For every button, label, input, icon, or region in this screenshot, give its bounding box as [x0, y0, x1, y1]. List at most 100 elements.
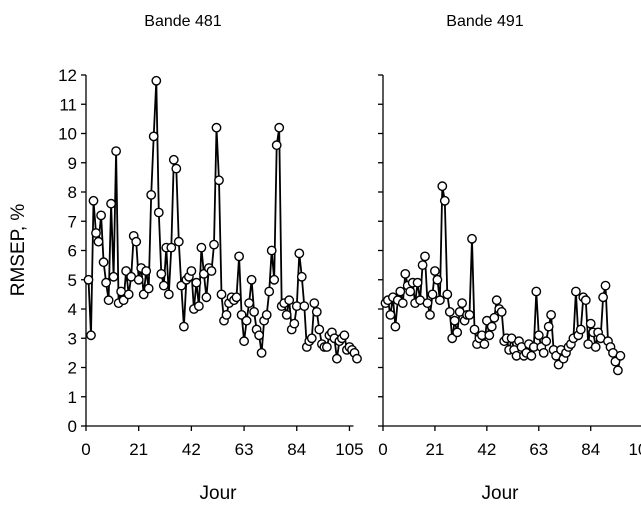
- data-point: [531, 286, 542, 297]
- data-point: [444, 306, 455, 317]
- data-point: [400, 268, 411, 279]
- data-point: [244, 298, 255, 308]
- data-point: [123, 289, 134, 300]
- chart-panel-bande-491: Bande 491 Jour 0 21 42 63 84 105: [378, 13, 641, 504]
- data-point: [151, 75, 162, 86]
- x-axis-title: Jour: [482, 483, 520, 504]
- data-point: [216, 289, 227, 300]
- data-point: [331, 353, 342, 364]
- x-tick-label: 0: [81, 440, 90, 459]
- data-point: [491, 295, 502, 306]
- data-point: [239, 336, 250, 347]
- data-point: [264, 286, 275, 297]
- data-point: [390, 321, 401, 332]
- data-point: [249, 306, 260, 317]
- data-point: [103, 295, 114, 306]
- data-point: [434, 295, 445, 306]
- data-point: [201, 292, 212, 303]
- y-tick-label: 7: [68, 212, 77, 231]
- data-point: [449, 315, 460, 326]
- data-point: [422, 298, 433, 308]
- data-point: [284, 295, 295, 306]
- data-point: [427, 289, 438, 300]
- data-point: [541, 336, 552, 347]
- data-point: [598, 292, 608, 303]
- data-point: [234, 251, 245, 262]
- data-point: [266, 245, 277, 256]
- x-tick-label: 63: [529, 440, 548, 459]
- data-point: [158, 280, 169, 291]
- x-tick-label: 21: [129, 440, 148, 459]
- data-point: [543, 321, 554, 332]
- data-point: [166, 242, 177, 253]
- data-point: [241, 315, 252, 326]
- panel-title: Bande 491: [446, 13, 524, 30]
- x-tick-label: 0: [378, 440, 387, 459]
- data-point: [417, 260, 428, 270]
- data-point: [131, 236, 142, 247]
- data-point: [106, 198, 117, 209]
- data-point: [168, 154, 179, 165]
- data-point: [206, 266, 217, 276]
- data-point: [246, 274, 257, 285]
- data-point: [425, 309, 435, 320]
- data-point: [178, 321, 189, 332]
- data-point: [613, 365, 623, 376]
- data-point: [306, 333, 317, 344]
- y-tick-label: 6: [68, 242, 77, 261]
- data-point: [397, 298, 408, 308]
- data-point: [254, 330, 265, 341]
- y-tick-label: 3: [68, 329, 77, 348]
- x-tick-label: 105: [335, 440, 363, 459]
- chart-panel-bande-481: Bande 481 RMSEP, % Jour 0123456789101112…: [8, 13, 364, 504]
- data-point: [193, 301, 204, 311]
- data-point: [546, 309, 556, 320]
- data-point: [314, 324, 325, 335]
- data-point: [489, 312, 500, 323]
- x-tick-label: 84: [581, 440, 600, 459]
- data-point: [269, 274, 280, 285]
- data-point: [148, 131, 159, 142]
- data-point: [437, 181, 448, 192]
- data-point: [469, 324, 480, 335]
- x-tick-label: 105: [628, 440, 641, 459]
- data-point: [385, 309, 396, 320]
- y-tick-label: 12: [58, 66, 77, 85]
- data-point: [299, 301, 310, 311]
- y-tick-label: 0: [68, 417, 77, 436]
- data-point: [309, 298, 320, 308]
- data-point: [575, 324, 586, 335]
- data-point: [91, 228, 101, 238]
- data-point: [590, 342, 601, 352]
- data-point: [496, 306, 507, 317]
- data-point: [93, 236, 104, 247]
- data-point: [420, 251, 430, 262]
- data-point: [533, 330, 544, 341]
- data-point: [209, 239, 219, 250]
- data-point: [196, 242, 207, 253]
- data-point: [221, 309, 232, 320]
- data-point: [600, 280, 611, 291]
- data-point: [321, 342, 332, 352]
- y-tick-label: 2: [68, 359, 77, 378]
- data-point: [486, 321, 497, 332]
- data-point: [96, 210, 107, 221]
- y-tick-label: 11: [59, 95, 77, 114]
- x-tick-label: 42: [477, 440, 496, 459]
- data-point: [111, 146, 122, 157]
- y-tick-label: 1: [68, 388, 77, 407]
- data-point: [296, 271, 307, 282]
- data-point: [339, 330, 350, 341]
- data-point: [171, 163, 182, 174]
- data-point: [484, 330, 495, 341]
- data-point: [141, 266, 152, 276]
- data-point: [352, 353, 362, 364]
- y-tick-label: 10: [58, 125, 77, 144]
- data-point: [88, 195, 99, 206]
- x-tick-label: 63: [235, 440, 254, 459]
- data-point: [294, 248, 305, 259]
- data-point: [479, 339, 490, 349]
- y-tick-label: 9: [68, 154, 77, 173]
- data-point: [146, 189, 157, 200]
